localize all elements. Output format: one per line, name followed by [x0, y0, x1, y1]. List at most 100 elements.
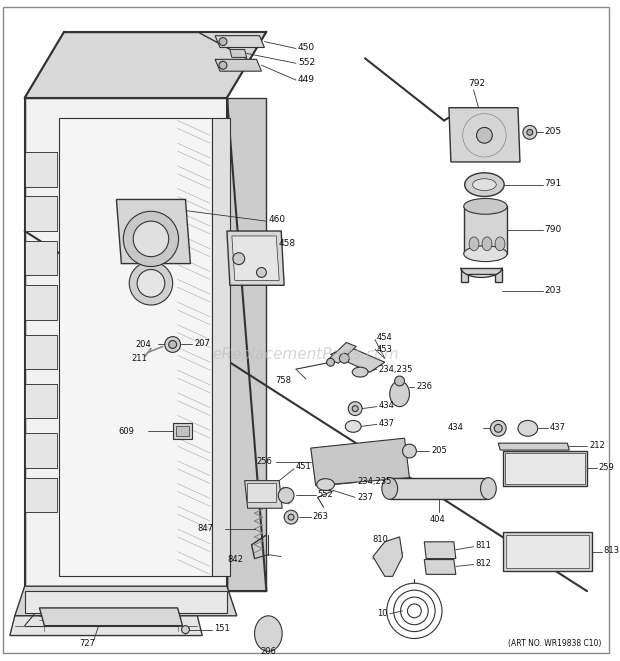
Circle shape	[348, 402, 362, 416]
Circle shape	[182, 626, 190, 633]
Polygon shape	[25, 32, 267, 98]
Polygon shape	[424, 542, 456, 559]
Text: 847: 847	[197, 524, 213, 533]
Polygon shape	[505, 453, 585, 484]
Polygon shape	[503, 451, 587, 486]
Text: 437: 437	[549, 423, 565, 432]
Text: 451: 451	[296, 462, 312, 471]
Bar	[247, 483, 277, 502]
Text: 151: 151	[214, 624, 230, 633]
Ellipse shape	[472, 178, 496, 190]
Circle shape	[133, 221, 169, 256]
Ellipse shape	[345, 420, 361, 432]
Text: 203: 203	[544, 286, 562, 295]
Text: eReplacementParts.com: eReplacementParts.com	[213, 347, 399, 362]
Text: 212: 212	[589, 441, 604, 449]
Ellipse shape	[518, 420, 538, 436]
Circle shape	[477, 128, 492, 143]
Text: 454: 454	[377, 333, 392, 342]
Circle shape	[129, 262, 172, 305]
Bar	[25, 591, 227, 613]
Polygon shape	[227, 98, 267, 591]
Ellipse shape	[480, 478, 496, 499]
Text: 404: 404	[429, 515, 445, 524]
Ellipse shape	[495, 237, 505, 251]
Ellipse shape	[317, 479, 334, 490]
Polygon shape	[25, 152, 57, 186]
Text: 237: 237	[357, 493, 373, 502]
Polygon shape	[25, 241, 57, 276]
Circle shape	[352, 406, 358, 412]
Polygon shape	[461, 268, 502, 282]
Circle shape	[327, 358, 334, 366]
Circle shape	[523, 126, 537, 139]
Ellipse shape	[382, 478, 397, 499]
Text: 236: 236	[417, 383, 432, 391]
Circle shape	[278, 488, 294, 503]
Bar	[212, 118, 230, 576]
Circle shape	[123, 212, 179, 266]
Text: 205: 205	[544, 127, 562, 136]
Polygon shape	[25, 478, 57, 512]
Polygon shape	[40, 608, 182, 626]
Ellipse shape	[464, 246, 507, 262]
Text: 10: 10	[377, 609, 388, 618]
Text: 437: 437	[379, 419, 395, 428]
Polygon shape	[330, 346, 385, 372]
Circle shape	[339, 354, 349, 364]
Text: 256: 256	[257, 457, 272, 467]
Text: 552: 552	[298, 58, 315, 67]
Text: 812: 812	[476, 559, 492, 568]
Text: 453: 453	[377, 345, 392, 354]
Circle shape	[527, 130, 533, 136]
Text: 211: 211	[131, 354, 147, 363]
Polygon shape	[227, 231, 284, 286]
Circle shape	[490, 420, 506, 436]
Text: 842: 842	[227, 555, 243, 564]
Ellipse shape	[469, 237, 479, 251]
Bar	[175, 426, 190, 436]
Text: 450: 450	[298, 43, 315, 52]
Polygon shape	[506, 535, 589, 568]
Text: 810: 810	[372, 535, 388, 545]
Polygon shape	[25, 384, 57, 418]
Polygon shape	[449, 108, 520, 162]
Text: 609: 609	[118, 427, 135, 436]
Circle shape	[494, 424, 502, 432]
Polygon shape	[25, 334, 57, 369]
Circle shape	[219, 38, 227, 46]
Text: 205: 205	[431, 446, 447, 455]
Polygon shape	[498, 443, 569, 450]
Text: 552: 552	[317, 490, 334, 499]
Text: 460: 460	[268, 215, 285, 223]
Text: 792: 792	[469, 79, 486, 87]
Text: 207: 207	[194, 339, 210, 348]
Ellipse shape	[255, 616, 282, 651]
Text: 727: 727	[79, 639, 95, 648]
Text: 758: 758	[275, 377, 291, 385]
Ellipse shape	[352, 367, 368, 377]
Polygon shape	[215, 36, 264, 48]
Circle shape	[288, 514, 294, 520]
Circle shape	[219, 61, 227, 69]
Polygon shape	[215, 59, 262, 71]
Text: 449: 449	[298, 75, 315, 83]
Polygon shape	[25, 196, 57, 231]
Circle shape	[233, 253, 245, 264]
Polygon shape	[311, 438, 409, 486]
Polygon shape	[25, 286, 57, 320]
Text: (ART NO. WR19838 C10): (ART NO. WR19838 C10)	[508, 639, 602, 648]
Text: 791: 791	[544, 179, 562, 188]
Polygon shape	[232, 236, 279, 280]
Text: 434: 434	[448, 423, 464, 432]
Ellipse shape	[482, 237, 492, 251]
Circle shape	[395, 376, 404, 386]
Text: 259: 259	[599, 463, 614, 473]
Text: 434: 434	[379, 401, 395, 410]
Ellipse shape	[465, 173, 504, 196]
Polygon shape	[25, 98, 227, 591]
Bar	[59, 118, 212, 576]
Circle shape	[402, 444, 417, 458]
Text: 234,235: 234,235	[379, 365, 414, 373]
Bar	[464, 206, 507, 254]
